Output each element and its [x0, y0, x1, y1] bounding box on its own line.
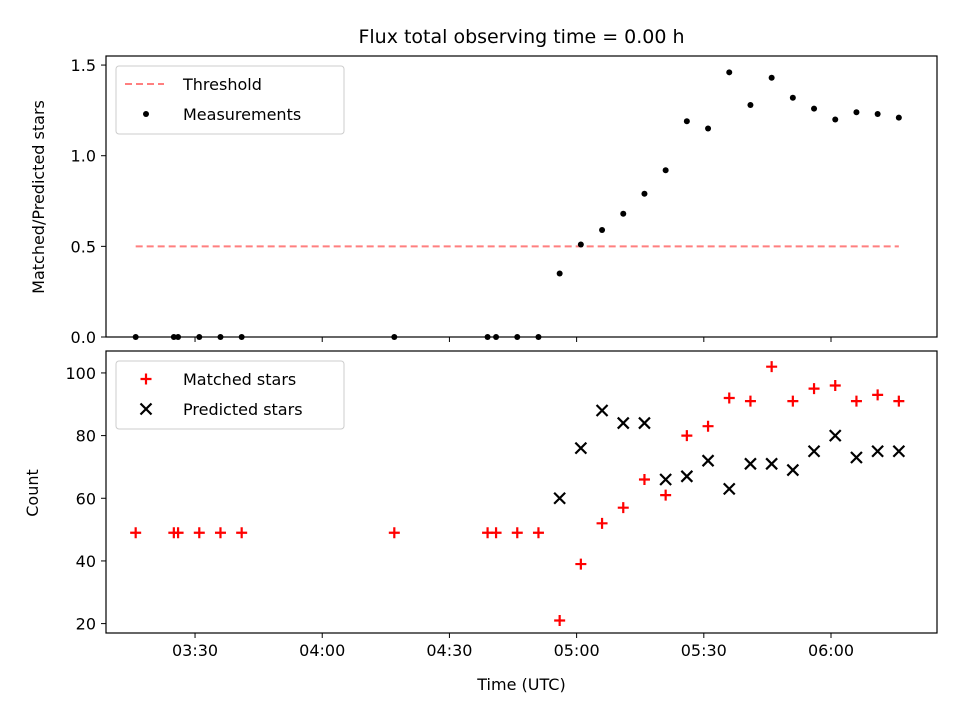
top-y-tick-label: 1.0: [71, 147, 96, 166]
matched-star-point: [130, 527, 142, 539]
measurement-point: [874, 111, 881, 118]
predicted-star-point: [659, 473, 672, 486]
top-panel: 0.0 0.5 1.0 1.5 Threshold Measurements: [71, 55, 938, 347]
measurement-point: [599, 227, 606, 234]
measurement-point: [747, 101, 754, 108]
matched-star-point: [808, 383, 820, 395]
matched-star-point: [638, 473, 650, 485]
predicted-star-point: [786, 463, 800, 477]
bottom-y-tick-label: 20: [76, 615, 96, 634]
bottom-legend-box: [115, 360, 345, 430]
predicted-star-point: [680, 470, 694, 483]
bottom-y-tick-label: 80: [76, 427, 96, 446]
matched-star-point: [787, 395, 799, 407]
matched-star-point: [511, 527, 523, 539]
matched-star-point: [660, 489, 672, 501]
top-y-tick-label: 1.5: [71, 56, 96, 75]
bottom-y-tick-label: 100: [65, 364, 96, 383]
top-legend-box: [115, 65, 345, 135]
matched-star-point: [829, 379, 841, 391]
x-tick-label: 04:30: [426, 641, 472, 660]
legend-matched-swatch: [140, 373, 152, 385]
bottom-panel: 20 40 60 80 100 03:30 04:00 04:30 05:00 05:30 06:0…: [65, 350, 938, 660]
measurement-point: [832, 116, 839, 123]
bottom-axes-frame: [105, 350, 938, 634]
matched-star-point: [554, 614, 566, 626]
matched-star-point: [236, 527, 248, 539]
top-y-tick-label: 0.5: [71, 237, 96, 256]
predicted-star-point: [616, 416, 630, 430]
matched-star-point: [193, 527, 205, 539]
matched-star-point: [532, 527, 544, 539]
bottom-y-tick-label: 40: [76, 552, 96, 571]
predicted-star-point: [701, 454, 715, 467]
measurement-point: [895, 114, 902, 121]
measurement-point: [811, 105, 818, 112]
matched-star-point: [681, 430, 693, 442]
measurement-point: [641, 190, 648, 197]
measurement-point: [577, 241, 584, 248]
matched-star-point: [850, 395, 862, 407]
predicted-star-point: [828, 429, 842, 442]
top-legend-label: Threshold: [182, 75, 262, 94]
x-tick-label: 04:00: [299, 641, 345, 660]
x-tick-label: 06:00: [808, 641, 854, 660]
bottom-legend-label: Matched stars: [183, 370, 296, 389]
matched-star-point: [723, 392, 735, 404]
matched-star-point: [388, 527, 400, 539]
predicted-star-point: [807, 444, 821, 458]
top-legend: Threshold Measurements: [115, 65, 345, 135]
predicted-star-point: [744, 457, 757, 471]
measurement-point: [768, 74, 775, 81]
measurement-point: [705, 125, 712, 132]
measurement-point: [556, 270, 563, 277]
measurement-point: [683, 118, 690, 125]
matched-star-point: [766, 361, 778, 373]
legend-predicted-swatch: [139, 402, 153, 416]
top-y-tick-label: 0.0: [71, 328, 96, 347]
x-tick-label: 05:30: [681, 641, 727, 660]
predicted-star-point: [722, 482, 736, 496]
matched-star-point: [172, 527, 184, 539]
predicted-star-point: [892, 444, 906, 458]
measurement-point: [620, 210, 627, 217]
predicted-star-point: [638, 416, 651, 430]
predicted-star-point: [574, 441, 588, 455]
matched-star-point: [575, 558, 587, 570]
predicted-star-point: [553, 491, 566, 505]
top-legend-label: Measurements: [183, 105, 301, 124]
measurement-point: [726, 69, 733, 76]
chart-title: Flux total observing time = 0.00 h: [358, 26, 684, 48]
legend-measurement-swatch: [143, 111, 149, 117]
x-tick-label: 05:00: [554, 641, 600, 660]
matched-star-point: [214, 527, 226, 539]
top-y-axis-label: Matched/Predicted stars: [29, 100, 48, 294]
measurement-point: [789, 94, 796, 101]
matched-star-point: [893, 395, 905, 407]
matched-star-point: [702, 420, 714, 432]
bottom-legend-label: Predicted stars: [183, 400, 303, 419]
matched-star-point: [617, 502, 629, 514]
predicted-star-point: [850, 451, 863, 464]
bottom-y-tick-label: 60: [76, 489, 96, 508]
top-axes-frame: [105, 55, 938, 338]
bottom-y-axis-label: Count: [23, 469, 42, 517]
measurement-point: [853, 109, 860, 116]
matched-star-point: [596, 517, 608, 529]
matched-star-point: [744, 395, 756, 407]
matched-star-point: [490, 527, 502, 539]
matched-star-point: [872, 389, 884, 401]
predicted-star-point: [595, 404, 609, 417]
predicted-star-point: [871, 444, 884, 458]
predicted-star-point: [765, 457, 778, 471]
x-axis-label: Time (UTC): [476, 675, 565, 694]
x-tick-label: 03:30: [172, 641, 218, 660]
measurement-point: [662, 167, 669, 174]
bottom-legend: Matched stars Predicted stars: [115, 360, 345, 430]
